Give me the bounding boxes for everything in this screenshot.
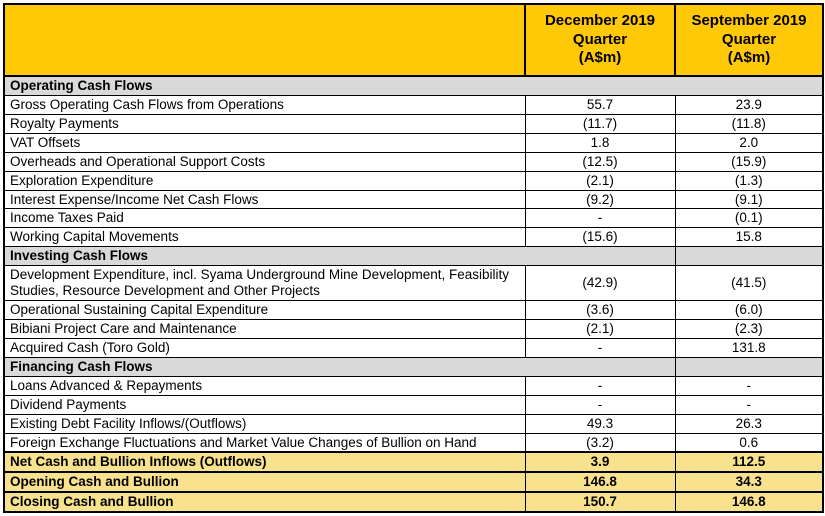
value-september-quarter: 146.8 [674,491,824,514]
value-december-quarter: (3.6) [524,300,676,320]
table-row: Loans Advanced & Repayments - - [3,375,824,396]
value-december-quarter: (9.2) [524,189,676,210]
value-september-quarter: (9.1) [674,189,824,210]
value-december-quarter: 146.8 [524,471,676,494]
table-row: Income Taxes Paid - (0.1) [3,208,824,229]
section-label: Investing Cash Flows [3,246,676,267]
total-row: Closing Cash and Bullion 150.7 146.8 [3,491,824,514]
table-row: Working Capital Movements (15.6) 15.8 [3,227,824,248]
value-september-quarter: (41.5) [674,265,824,302]
row-label: Operational Sustaining Capital Expenditu… [3,300,526,320]
row-label: Bibiani Project Care and Maintenance [3,318,526,339]
value-december-quarter: (42.9) [524,265,676,302]
header-row: December 2019 Quarter (A$m) September 20… [3,3,824,77]
value-december-quarter: (2.1) [524,318,676,339]
value-december-quarter: (3.2) [524,432,676,453]
row-label: Existing Debt Facility Inflows/(Outflows… [3,413,526,434]
value-september-quarter: 0.6 [674,432,824,453]
table-row: Royalty Payments (11.7) (11.8) [3,113,824,134]
value-september-quarter: 2.0 [674,132,824,153]
table-row: Existing Debt Facility Inflows/(Outflows… [3,413,824,434]
row-label: Exploration Expenditure [3,170,526,191]
value-december-quarter: - [524,394,676,415]
row-label: Loans Advanced & Repayments [3,375,526,396]
row-label: Working Capital Movements [3,227,526,248]
section-label: Financing Cash Flows [3,356,676,377]
row-label: Income Taxes Paid [3,208,526,229]
value-september-quarter: 23.9 [674,94,824,115]
table-row: Interest Expense/Income Net Cash Flows (9… [3,189,824,210]
table-row: Dividend Payments - - [3,394,824,415]
row-label: Royalty Payments [3,113,526,134]
value-december-quarter: - [524,375,676,396]
section-empty-cell [674,246,824,267]
row-label: Interest Expense/Income Net Cash Flows [3,189,526,210]
table-row: Overheads and Operational Support Costs(… [3,151,824,172]
row-label: Opening Cash and Bullion [3,471,526,494]
section-row: Operating Cash Flows [3,75,824,96]
value-september-quarter: 131.8 [674,337,824,358]
table-row: Development Expenditure, incl. Syama Und… [3,265,824,302]
total-row: Net Cash and Bullion Inflows (Outflows) 3… [3,451,824,474]
value-september-quarter: (0.1) [674,208,824,229]
row-label: Gross Operating Cash Flows from Operatio… [3,94,526,115]
table-row: Operational Sustaining Capital Expenditu… [3,300,824,320]
row-label: Closing Cash and Bullion [3,491,526,514]
row-label: Overheads and Operational Support Costs [3,151,526,172]
section-row: Investing Cash Flows [3,246,824,267]
table-row: Exploration Expenditure (2.1) (1.3) [3,170,824,191]
value-december-quarter: 1.8 [524,132,676,153]
header-september-quarter: September 2019 Quarter (A$m) [674,3,824,77]
value-december-quarter: 3.9 [524,451,676,474]
value-september-quarter: (15.9) [674,151,824,172]
cash-flow-table-body: Operating Cash Flows Gross Operating Cash… [3,75,824,514]
value-september-quarter: - [674,394,824,415]
value-december-quarter: 55.7 [524,94,676,115]
value-september-quarter: (2.3) [674,318,824,339]
total-row: Opening Cash and Bullion 146.8 34.3 [3,471,824,494]
value-december-quarter: (12.5) [524,151,676,172]
row-label: Acquired Cash (Toro Gold) [3,337,526,358]
value-september-quarter: 34.3 [674,471,824,494]
row-label: Foreign Exchange Fluctuations and Market… [3,432,526,453]
table-row: Bibiani Project Care and Maintenance (2.1… [3,318,824,339]
header-december-quarter: December 2019 Quarter (A$m) [524,3,676,77]
row-label: Development Expenditure, incl. Syama Und… [3,265,526,302]
row-label: Net Cash and Bullion Inflows (Outflows) [3,451,526,474]
value-september-quarter: 15.8 [674,227,824,248]
table-row: Gross Operating Cash Flows from Operatio… [3,94,824,115]
value-december-quarter: (2.1) [524,170,676,191]
cash-flow-table: December 2019 Quarter (A$m) September 20… [3,3,824,514]
value-september-quarter: 26.3 [674,413,824,434]
value-september-quarter: (11.8) [674,113,824,134]
table-row: Foreign Exchange Fluctuations and Market… [3,432,824,453]
header-empty-cell [3,3,526,77]
value-december-quarter: (11.7) [524,113,676,134]
value-september-quarter: (6.0) [674,300,824,320]
section-row: Financing Cash Flows [3,356,824,377]
value-december-quarter: - [524,208,676,229]
value-december-quarter: 49.3 [524,413,676,434]
row-label: Dividend Payments [3,394,526,415]
section-label: Operating Cash Flows [3,75,824,96]
table-row: Acquired Cash (Toro Gold) -131.8 [3,337,824,358]
value-december-quarter: 150.7 [524,491,676,514]
row-label: VAT Offsets [3,132,526,153]
table-row: VAT Offsets 1.8 2.0 [3,132,824,153]
value-september-quarter: 112.5 [674,451,824,474]
value-september-quarter: (1.3) [674,170,824,191]
value-september-quarter: - [674,375,824,396]
value-december-quarter: - [524,337,676,358]
value-december-quarter: (15.6) [524,227,676,248]
section-empty-cell [674,356,824,377]
